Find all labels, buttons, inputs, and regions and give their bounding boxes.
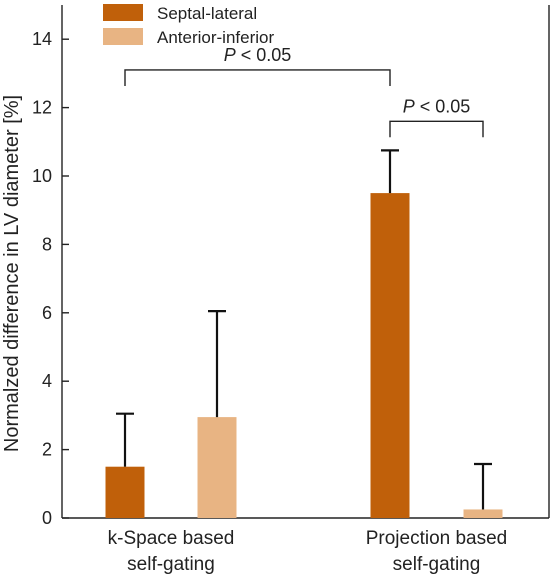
axes: 0 2 4 6 8 10 12 14 Normalzed difference in LV di… (1, 5, 550, 575)
error-bars (116, 149, 492, 510)
x-category-label: Projection based (366, 528, 508, 549)
p-symbol: P (403, 96, 415, 116)
y-tick-label: 6 (42, 303, 52, 323)
x-category-label: self-gating (393, 554, 481, 575)
legend: Septal-lateral Anterior-inferior (103, 4, 274, 47)
y-tick-label: 4 (42, 371, 52, 391)
x-category-label: self-gating (127, 554, 215, 575)
x-category-label: k-Space based (108, 528, 235, 549)
bar (463, 509, 503, 518)
y-tick-label: 0 (42, 508, 52, 528)
significance-bracket (124, 69, 391, 86)
p-threshold: < 0.05 (236, 45, 292, 65)
y-tick-label: 10 (32, 166, 52, 186)
significance-label: P < 0.05 (403, 96, 471, 116)
p-threshold: < 0.05 (415, 96, 471, 116)
y-axis-title: Normalzed difference in LV diameter [%] (1, 95, 23, 452)
bar (105, 466, 145, 518)
p-symbol: P (224, 45, 236, 65)
significance-annotations: P < 0.05P < 0.05 (124, 45, 484, 138)
y-tick-label: 14 (32, 29, 52, 49)
bar (197, 417, 237, 518)
legend-label: Septal-lateral (157, 4, 257, 23)
y-tick-label: 8 (42, 234, 52, 254)
y-tick-label: 2 (42, 440, 52, 460)
y-tick-label: 12 (32, 98, 52, 118)
significance-bracket (389, 120, 484, 138)
bars (105, 193, 503, 518)
bar (370, 193, 410, 518)
legend-swatch (103, 28, 143, 45)
significance-label: P < 0.05 (224, 45, 292, 65)
legend-label: Anterior-inferior (157, 28, 274, 47)
legend-swatch (103, 4, 143, 21)
